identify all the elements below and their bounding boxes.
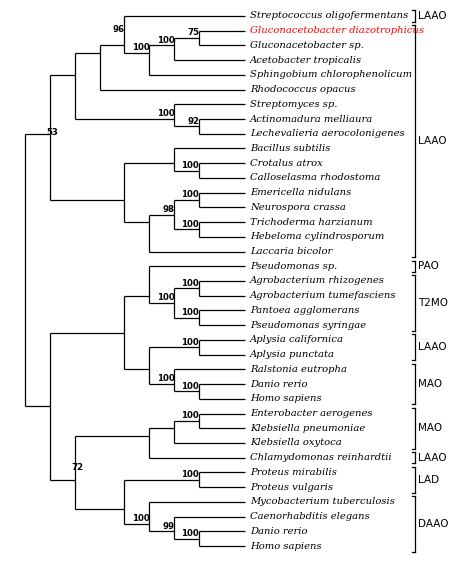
Text: 100: 100 <box>182 529 199 538</box>
Text: 100: 100 <box>182 470 199 479</box>
Text: Gluconacetobacter sp.: Gluconacetobacter sp. <box>250 41 364 50</box>
Text: 100: 100 <box>182 411 199 420</box>
Text: Agrobacterium tumefasciens: Agrobacterium tumefasciens <box>250 291 396 300</box>
Text: Streptomyces sp.: Streptomyces sp. <box>250 100 337 109</box>
Text: Emericella nidulans: Emericella nidulans <box>250 188 351 197</box>
Text: Trichoderma harzianum: Trichoderma harzianum <box>250 217 373 226</box>
Text: 100: 100 <box>156 374 174 383</box>
Text: Chlamydomonas reinhardtii: Chlamydomonas reinhardtii <box>250 453 392 462</box>
Text: MAO: MAO <box>418 379 442 389</box>
Text: Acetobacter tropicalis: Acetobacter tropicalis <box>250 56 362 65</box>
Text: Proteus vulgaris: Proteus vulgaris <box>250 483 333 492</box>
Text: 100: 100 <box>182 279 199 288</box>
Text: Aplysia californica: Aplysia californica <box>250 336 344 345</box>
Text: Streptococcus oligofermentans: Streptococcus oligofermentans <box>250 11 408 20</box>
Text: LAD: LAD <box>418 475 439 485</box>
Text: 72: 72 <box>71 463 83 472</box>
Text: Homo sapiens: Homo sapiens <box>250 395 321 404</box>
Text: 100: 100 <box>156 109 174 118</box>
Text: LAAO: LAAO <box>418 453 447 463</box>
Text: 100: 100 <box>182 161 199 170</box>
Text: Calloselasma rhodostoma: Calloselasma rhodostoma <box>250 174 380 183</box>
Text: Lechevalieria aerocolonigenes: Lechevalieria aerocolonigenes <box>250 129 404 138</box>
Text: Hebeloma cylindrosporum: Hebeloma cylindrosporum <box>250 232 384 241</box>
Text: DAAO: DAAO <box>418 519 449 529</box>
Text: 100: 100 <box>132 514 149 523</box>
Text: Crotalus atrox: Crotalus atrox <box>250 158 322 167</box>
Text: LAAO: LAAO <box>418 136 447 146</box>
Text: Actinomadura melliaura: Actinomadura melliaura <box>250 115 373 124</box>
Text: Sphingobium chlorophenolicum: Sphingobium chlorophenolicum <box>250 70 412 79</box>
Text: Bacillus subtilis: Bacillus subtilis <box>250 144 330 153</box>
Text: MAO: MAO <box>418 423 442 433</box>
Text: Mycobacterium tuberculosis: Mycobacterium tuberculosis <box>250 497 395 506</box>
Text: Klebsiella oxytoca: Klebsiella oxytoca <box>250 438 342 447</box>
Text: LAAO: LAAO <box>418 342 447 352</box>
Text: LAAO: LAAO <box>418 11 447 21</box>
Text: PAO: PAO <box>418 261 439 271</box>
Text: 98: 98 <box>162 205 174 214</box>
Text: Klebsiella pneumoniae: Klebsiella pneumoniae <box>250 424 365 433</box>
Text: Neurospora crassa: Neurospora crassa <box>250 203 346 212</box>
Text: Pseudomonas sp.: Pseudomonas sp. <box>250 262 337 271</box>
Text: Aplysia punctata: Aplysia punctata <box>250 350 335 359</box>
Text: Caenorhabditis elegans: Caenorhabditis elegans <box>250 512 370 521</box>
Text: 100: 100 <box>132 43 149 52</box>
Text: 100: 100 <box>156 293 174 302</box>
Text: Pseudomonas syringae: Pseudomonas syringae <box>250 321 366 330</box>
Text: Agrobacterium rhizogenes: Agrobacterium rhizogenes <box>250 277 385 285</box>
Text: 100: 100 <box>156 35 174 44</box>
Text: 100: 100 <box>182 191 199 200</box>
Text: 99: 99 <box>162 522 174 531</box>
Text: Homo sapiens: Homo sapiens <box>250 542 321 551</box>
Text: Enterobacter aerogenes: Enterobacter aerogenes <box>250 409 372 418</box>
Text: Danio rerio: Danio rerio <box>250 379 307 388</box>
Text: Pantoea agglomerans: Pantoea agglomerans <box>250 306 359 315</box>
Text: Gluconacetobacter diazotrophicus: Gluconacetobacter diazotrophicus <box>250 26 424 35</box>
Text: 100: 100 <box>182 220 199 229</box>
Text: 53: 53 <box>46 128 58 137</box>
Text: T2MO: T2MO <box>418 298 448 308</box>
Text: Proteus mirabilis: Proteus mirabilis <box>250 468 337 477</box>
Text: Rhodococcus opacus: Rhodococcus opacus <box>250 85 356 94</box>
Text: 75: 75 <box>187 28 199 37</box>
Text: 100: 100 <box>182 338 199 347</box>
Text: 92: 92 <box>187 117 199 126</box>
Text: Laccaria bicolor: Laccaria bicolor <box>250 247 332 256</box>
Text: 96: 96 <box>112 25 125 34</box>
Text: Ralstonia eutropha: Ralstonia eutropha <box>250 365 347 374</box>
Text: Danio rerio: Danio rerio <box>250 527 307 536</box>
Text: 100: 100 <box>182 382 199 391</box>
Text: 100: 100 <box>182 308 199 317</box>
